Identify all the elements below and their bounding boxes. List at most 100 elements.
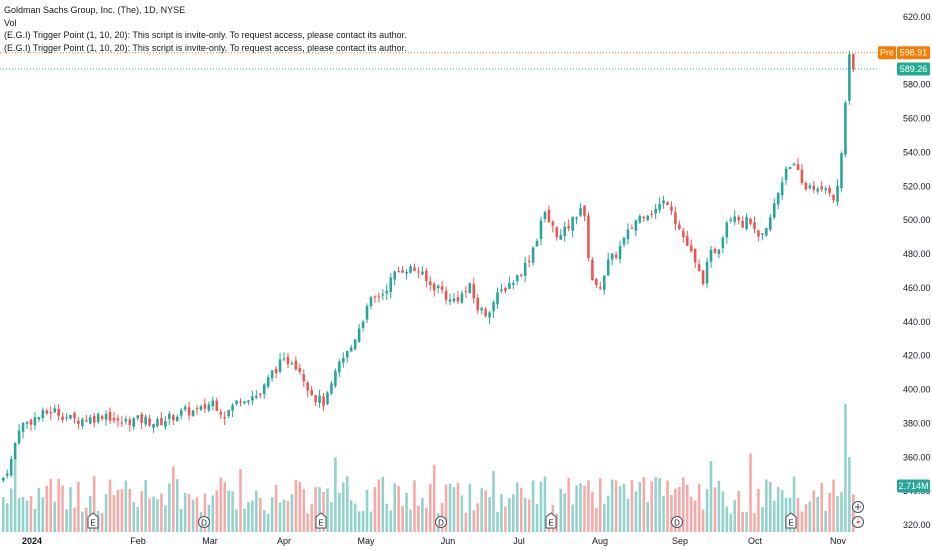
candle	[836, 179, 839, 207]
candle-body	[492, 302, 495, 312]
volume-bar	[753, 512, 756, 532]
candle-body	[152, 423, 155, 428]
candle-body	[53, 408, 56, 413]
candle-body	[792, 163, 796, 166]
volume-bar	[393, 483, 396, 532]
candle-body	[318, 395, 321, 404]
volume-bar	[852, 494, 855, 532]
candle-body	[796, 164, 800, 171]
candle-body	[270, 370, 274, 379]
volume-bar	[765, 479, 768, 532]
add-icon[interactable]	[852, 501, 864, 513]
candle-body	[294, 360, 298, 370]
candle	[646, 214, 650, 222]
candle	[729, 216, 733, 224]
candle	[417, 267, 420, 279]
candle-body	[172, 415, 175, 421]
time-axis[interactable]: 2024 Feb Mar Apr May Jun Jul Aug Sep Oct Nov	[22, 536, 847, 546]
volume-bar	[824, 510, 827, 532]
indicator-legend-1[interactable]: (E.G.I) Trigger Point (1, 10, 20): This …	[4, 30, 407, 40]
candle	[820, 180, 823, 192]
candle	[219, 409, 223, 420]
candle-body	[266, 377, 270, 387]
candle-body	[761, 233, 764, 235]
price-axis[interactable]: 620.00600.00580.00560.00540.00520.00500.…	[903, 12, 931, 530]
y-tick-label: 620.00	[903, 12, 931, 22]
candle	[81, 417, 84, 430]
candle	[148, 415, 151, 428]
candle-body	[175, 416, 179, 421]
candle	[286, 352, 290, 369]
volume-bar	[709, 461, 713, 532]
candle-body	[274, 368, 278, 374]
candle-body	[262, 384, 266, 395]
volume-bar	[595, 508, 598, 532]
volume-bar	[472, 510, 476, 532]
volume-bar	[57, 478, 60, 532]
candle	[5, 469, 9, 479]
candle-body	[626, 229, 630, 240]
volume-bar	[195, 497, 199, 532]
candle-body	[290, 363, 294, 365]
dividend-marker[interactable]: D	[198, 516, 210, 528]
volume-bar	[492, 470, 495, 532]
earnings-marker[interactable]: E	[315, 512, 327, 529]
candle	[116, 414, 120, 428]
candle	[345, 350, 349, 363]
volume-bar	[662, 495, 665, 532]
symbol-title[interactable]: Goldman Sachs Group, Inc. (The), 1D, NYS…	[4, 5, 186, 15]
volume-bar	[591, 491, 594, 532]
volume-bar	[100, 512, 104, 532]
candle-body	[183, 406, 187, 410]
dividend-marker[interactable]: D	[435, 516, 447, 528]
candle	[610, 253, 614, 266]
candle-body	[808, 185, 812, 189]
volume-bar	[701, 509, 705, 532]
volume-bar	[298, 482, 302, 532]
candle-body	[397, 271, 400, 273]
volume-bar	[480, 488, 483, 532]
candle	[432, 281, 436, 297]
volume-bar	[187, 493, 191, 532]
earnings-marker[interactable]: E	[87, 512, 99, 529]
candle	[334, 368, 337, 389]
volume-bar	[211, 495, 215, 532]
candle-body	[306, 382, 310, 391]
earnings-marker[interactable]: E	[545, 512, 557, 529]
volume-bar	[326, 488, 329, 532]
candle	[195, 405, 199, 415]
volume-bar	[634, 491, 638, 532]
volume-legend[interactable]: Vol	[4, 17, 17, 28]
indicator-legend-2[interactable]: (E.G.I) Trigger Point (1, 10, 20): This …	[4, 42, 407, 53]
candle	[357, 323, 361, 343]
candle	[413, 263, 416, 272]
earnings-marker[interactable]: E	[785, 512, 797, 529]
volume-bar	[717, 480, 721, 532]
volume-bar	[429, 483, 432, 532]
candle	[575, 216, 578, 225]
candle-body	[17, 430, 21, 444]
candle-body	[745, 217, 748, 230]
candle-body	[788, 166, 792, 170]
lightning-icon[interactable]	[852, 516, 864, 528]
candle-body	[187, 407, 191, 416]
volume-bar	[108, 479, 112, 532]
candle	[144, 414, 147, 428]
candle	[235, 400, 238, 406]
volume-bar	[614, 480, 618, 532]
candle	[512, 280, 515, 290]
candle-body	[840, 153, 843, 188]
candle-body	[512, 283, 515, 285]
volume-bar	[310, 504, 313, 532]
candle	[765, 227, 768, 237]
candle	[389, 273, 393, 299]
dividend-marker[interactable]: D	[671, 516, 683, 528]
candle	[804, 181, 808, 192]
volume-bar	[231, 491, 234, 532]
volume-bar	[844, 404, 847, 532]
volume-bar	[53, 501, 56, 532]
candle	[140, 412, 143, 429]
